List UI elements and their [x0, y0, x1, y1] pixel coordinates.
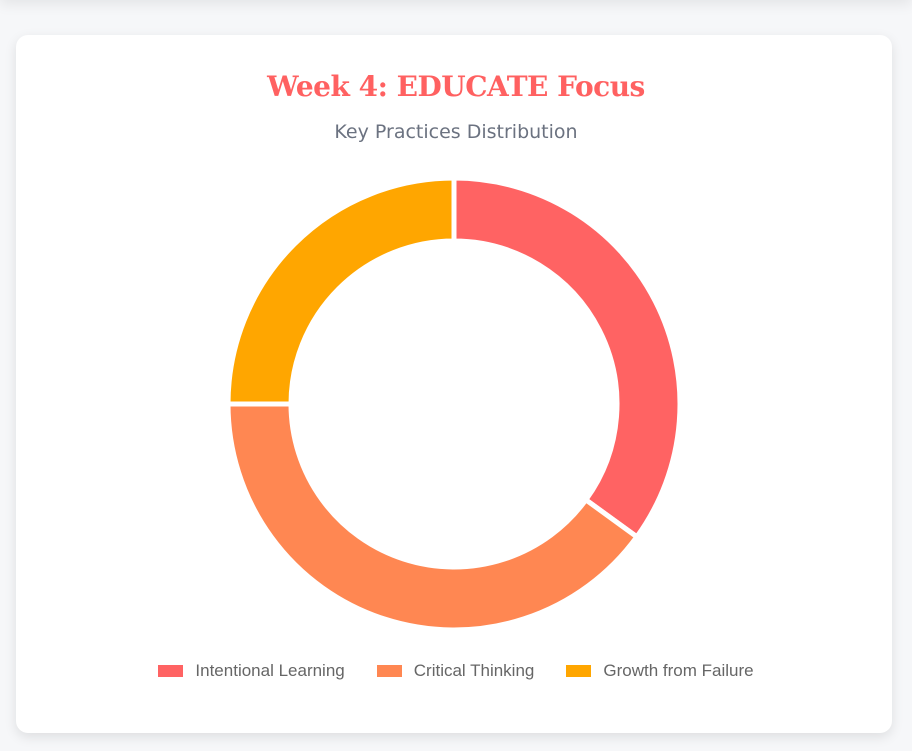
chart-legend: Intentional Learning Critical Thinking G… [0, 661, 912, 681]
chart-subtitle: Key Practices Distribution [334, 121, 578, 143]
doughnut-slice-intentional-learning[interactable] [451, 175, 683, 541]
legend-swatch [376, 665, 402, 677]
legend-item-intentional-learning[interactable]: Intentional Learning [158, 661, 345, 681]
doughnut-slice-growth-from-failure[interactable] [225, 175, 457, 407]
legend-label: Critical Thinking [413, 661, 535, 680]
legend-item-critical-thinking[interactable]: Critical Thinking [376, 661, 535, 681]
legend-label: Intentional Learning [195, 661, 345, 680]
legend-swatch [158, 665, 184, 677]
doughnut-slices [225, 175, 683, 633]
chart-title: Week 4: EDUCATE Focus [267, 70, 645, 103]
legend-swatch [566, 665, 592, 677]
legend-item-growth-from-failure[interactable]: Growth from Failure [566, 661, 754, 681]
legend-label: Growth from Failure [603, 661, 754, 680]
doughnut-slice-critical-thinking[interactable] [225, 401, 641, 633]
